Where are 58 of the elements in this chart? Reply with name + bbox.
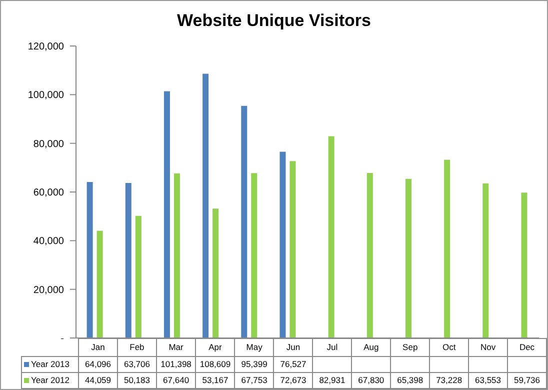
y-tick-label: -: [60, 334, 64, 345]
data-label: 67,640: [156, 372, 196, 388]
data-label: 44,059: [78, 372, 118, 388]
data-label: 73,228: [430, 372, 469, 388]
bar: [482, 183, 489, 338]
bar: [212, 208, 219, 338]
data-label: 63,706: [118, 356, 156, 372]
x-tick-label: Jan: [78, 338, 118, 356]
data-label: 67,830: [352, 372, 391, 388]
bar: [96, 230, 103, 338]
data-label: 65,398: [390, 372, 430, 388]
bar: [521, 192, 528, 338]
x-tick-label: Mar: [156, 338, 196, 356]
y-tick-label: 60,000: [33, 188, 64, 199]
data-label: 108,609: [196, 356, 235, 372]
data-label: 101,398: [156, 356, 196, 372]
y-tick-label: 120,000: [28, 42, 64, 53]
y-tick-label: 100,000: [28, 90, 64, 102]
x-tick-label: Apr: [196, 338, 235, 356]
bar: [125, 182, 132, 338]
x-tick-label: Sep: [390, 338, 430, 356]
x-tick-label: May: [234, 338, 274, 356]
data-label: 95,399: [234, 356, 274, 372]
data-label: 50,183: [118, 372, 156, 388]
bar: [202, 74, 209, 338]
bar: [444, 160, 450, 338]
chart-title: Website Unique Visitors: [176, 11, 372, 31]
bar: [366, 172, 373, 338]
data-label: 72,673: [274, 372, 313, 388]
bar: [290, 161, 296, 338]
bar: [164, 91, 170, 338]
data-label: 64,096: [78, 356, 118, 372]
x-tick-label: Feb: [118, 338, 156, 356]
bar: [328, 136, 334, 338]
data-label: 82,931: [312, 372, 352, 388]
y-tick-label: 20,000: [33, 284, 64, 296]
data-label: 63,553: [468, 372, 508, 388]
bar: [86, 182, 93, 338]
x-tick-label: Oct: [430, 338, 469, 356]
x-tick-label: Jul: [312, 338, 352, 356]
bar: [405, 178, 412, 338]
bar: [174, 173, 180, 338]
data-label: 76,527: [274, 356, 313, 372]
legend-label: Year 2013: [22, 356, 79, 372]
bar: [251, 173, 258, 338]
legend-label: Year 2012: [22, 372, 79, 388]
x-tick-label: Dec: [508, 338, 546, 356]
bar: [135, 216, 142, 338]
y-tick-label: 80,000: [33, 138, 64, 150]
bar: [241, 106, 248, 338]
y-tick-label: 40,000: [33, 236, 64, 248]
x-tick-label: Jun: [274, 338, 313, 356]
x-tick-label: Aug: [352, 338, 391, 356]
data-label: 67,753: [234, 372, 274, 388]
data-label: 59,736: [508, 372, 546, 388]
x-tick-label: Nov: [468, 338, 508, 356]
data-label: 53,167: [196, 372, 235, 388]
bar: [280, 152, 286, 338]
